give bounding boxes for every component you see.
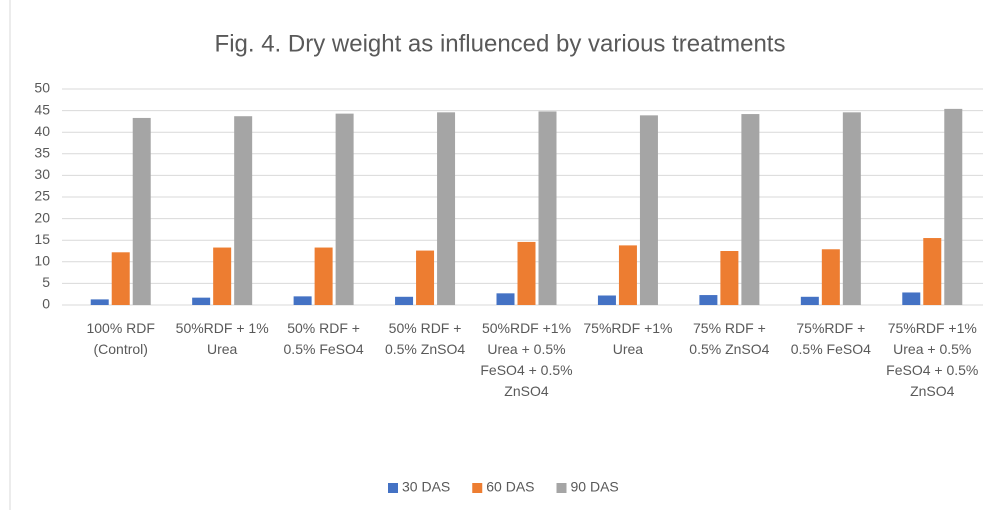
y-tick-label: 50	[34, 80, 50, 96]
bar	[213, 247, 232, 305]
bar	[618, 245, 637, 305]
legend-swatch	[472, 483, 483, 493]
bar	[437, 112, 456, 305]
bar	[314, 247, 333, 305]
legend-label: 60 DAS	[486, 479, 534, 495]
bar	[111, 252, 130, 305]
x-tick-label: 50%RDF + 1% Urea	[175, 320, 269, 357]
y-tick-label: 25	[34, 188, 50, 204]
chart-title: Fig. 4. Dry weight as influenced by vari…	[215, 30, 786, 57]
x-tick-label: 75%RDF +1% Urea + 0.5% FeSO4 + 0.5% ZnSO…	[886, 320, 979, 399]
y-tick-label: 0	[42, 296, 50, 312]
legend-label: 30 DAS	[402, 479, 450, 495]
x-tick-label: 75%RDF + 0.5% FeSO4	[790, 320, 871, 357]
y-tick-label: 30	[34, 166, 50, 182]
legend-swatch	[388, 483, 398, 493]
bar	[800, 296, 819, 305]
bar	[192, 297, 211, 305]
bar	[496, 293, 515, 305]
bar	[597, 295, 616, 305]
x-tick-label: 75% RDF + 0.5% ZnSO4	[689, 320, 770, 357]
y-tick-label: 5	[42, 274, 50, 290]
bar	[902, 292, 921, 305]
bar	[335, 113, 354, 306]
bar	[944, 108, 963, 305]
y-tick-label: 20	[34, 209, 50, 225]
bar	[699, 295, 718, 305]
bar	[293, 296, 312, 305]
bar	[741, 114, 760, 305]
legend-label: 90 DAS	[571, 479, 619, 495]
x-tick-label: 75%RDF +1% Urea	[583, 320, 673, 357]
bar	[234, 116, 253, 305]
y-tick-label: 35	[34, 145, 50, 161]
x-tick-label: 100% RDF (Control)	[86, 320, 155, 357]
y-tick-label: 10	[34, 253, 50, 269]
y-tick-label: 45	[34, 101, 50, 117]
bar	[821, 249, 840, 305]
bar	[416, 250, 435, 305]
bar	[842, 112, 861, 305]
x-tick-label: 50%RDF +1% Urea + 0.5% FeSO4 + 0.5% ZnSO…	[480, 320, 573, 399]
bar	[517, 241, 536, 305]
bar	[395, 296, 414, 305]
legend-swatch	[556, 483, 567, 493]
bar	[639, 115, 658, 306]
y-tick-label: 15	[34, 231, 50, 247]
bar	[90, 299, 109, 305]
bar	[720, 251, 739, 305]
bar	[923, 238, 942, 305]
bar	[538, 111, 557, 306]
bar	[132, 117, 151, 305]
x-tick-label: 50% RDF + 0.5% FeSO4	[283, 320, 364, 357]
y-tick-label: 40	[34, 123, 50, 139]
x-tick-label: 50% RDF + 0.5% ZnSO4	[384, 320, 466, 357]
